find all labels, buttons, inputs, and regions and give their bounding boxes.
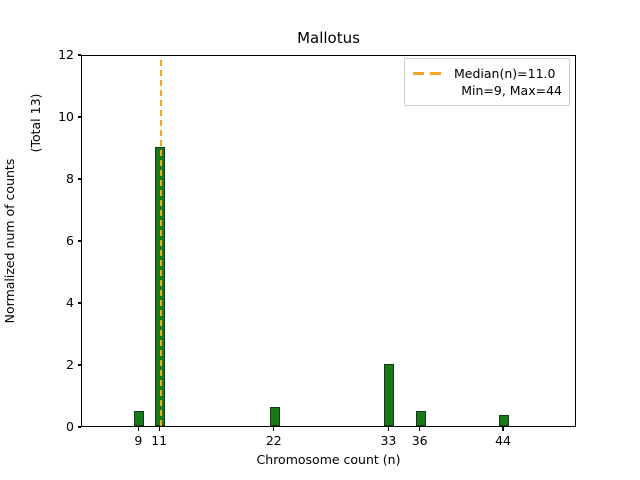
y-axis-tick-label: 4 [66,295,74,310]
dashed-line-icon [412,65,445,82]
x-axis-ticks: 9 11 22 33 36 44 [81,427,576,457]
tick-mark [419,427,421,431]
tick-mark [502,427,504,431]
legend-label-median: Median(n)=11.0 [454,66,556,81]
y-axis-tick-label: 12 [58,47,74,62]
legend-entry-minmax: Min=9, Max=44 [412,82,562,99]
chart-title: Mallotus [297,29,360,47]
legend-entry-median: Median(n)=11.0 [412,65,562,82]
x-axis-tick-label: 9 [134,433,143,448]
tick-mark [77,240,81,242]
x-axis-tick-label: 36 [411,433,428,448]
tick-mark [387,427,389,431]
bar [269,407,280,426]
y-axis-tick-label: 6 [66,233,74,248]
tick-mark [77,178,81,180]
median-vline [160,60,163,426]
tick-mark [77,54,81,56]
x-axis-tick-label: 44 [495,433,511,448]
y-axis-total-note: (Total 13) [28,93,43,153]
x-axis-label: Chromosome count (n) [256,452,401,467]
chart-legend: Median(n)=11.0 Min=9, Max=44 [404,58,570,106]
x-axis-tick-label: 33 [380,433,397,448]
bar [384,364,395,426]
x-axis-tick-label: 22 [265,433,282,448]
y-axis-tick-label: 10 [58,109,74,124]
tick-mark [77,364,81,366]
y-axis-ticks: 0 2 4 6 8 10 12 [0,47,81,434]
y-axis-tick-label: 8 [66,171,74,186]
bar [415,410,426,426]
tick-mark [158,427,160,431]
bar [499,415,510,426]
tick-mark [273,427,275,431]
bar [134,410,145,426]
median-line-layer [82,56,575,426]
tick-mark [77,116,81,118]
y-axis-tick-label: 0 [66,419,74,434]
legend-label-minmax: Min=9, Max=44 [461,83,562,98]
y-axis-label: Normalized num of counts [2,158,17,324]
tick-mark [77,426,81,428]
tick-mark [77,302,81,304]
x-axis-tick-label: 11 [151,433,168,448]
y-axis-tick-label: 2 [66,357,74,372]
y-axis-total-note-wrap: (Total 13) [26,55,46,427]
tick-mark [137,427,139,431]
y-axis-label-wrap: Normalized num of counts [0,55,20,427]
plot-area [81,55,576,427]
